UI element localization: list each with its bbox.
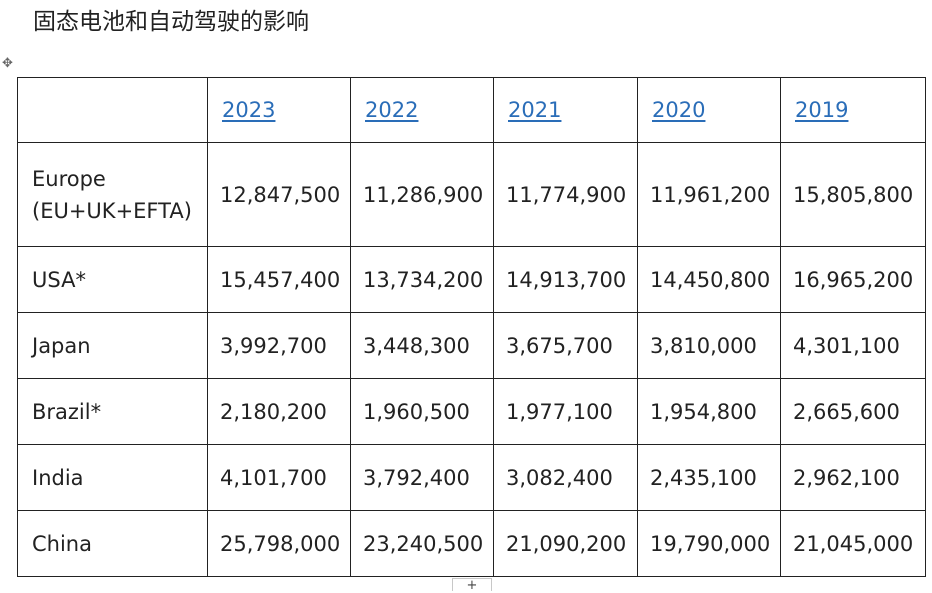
header-cell-empty (17, 77, 208, 143)
table-cell: 3,082,400 (493, 444, 638, 511)
table-cell: 3,792,400 (350, 444, 494, 511)
table-cell: 2,962,100 (780, 444, 926, 511)
table-cell: 21,045,000 (780, 510, 926, 577)
table-row: USA* 15,457,400 13,734,200 14,913,700 14… (17, 246, 926, 313)
table-cell: 12,847,500 (207, 142, 351, 247)
header-cell-2022: 2022 (350, 77, 494, 143)
header-cell-2019: 2019 (780, 77, 926, 143)
table-cell: 1,954,800 (637, 378, 781, 445)
table-cell: 19,790,000 (637, 510, 781, 577)
document-title: 固态电池和自动驾驶的影响 (33, 9, 309, 35)
table-cell: 4,101,700 (207, 444, 351, 511)
table-cell: 3,675,700 (493, 312, 638, 379)
table-cell: 2,665,600 (780, 378, 926, 445)
table-row: Japan 3,992,700 3,448,300 3,675,700 3,81… (17, 312, 926, 379)
table-cell: 11,774,900 (493, 142, 638, 247)
table-cell: 15,457,400 (207, 246, 351, 313)
table-row: Europe (EU+UK+EFTA) 12,847,500 11,286,90… (17, 142, 926, 247)
table-cell: 2,180,200 (207, 378, 351, 445)
year-link-2020[interactable]: 2020 (652, 98, 706, 122)
row-label: India (17, 444, 208, 511)
add-row-plus-icon[interactable]: + (452, 578, 492, 592)
table-cell: 23,240,500 (350, 510, 494, 577)
header-cell-2020: 2020 (637, 77, 781, 143)
table-cell: 11,286,900 (350, 142, 494, 247)
table-cell: 25,798,000 (207, 510, 351, 577)
table-cell: 1,977,100 (493, 378, 638, 445)
table-row: India 4,101,700 3,792,400 3,082,400 2,43… (17, 444, 926, 511)
table-cell: 14,450,800 (637, 246, 781, 313)
header-cell-2023: 2023 (207, 77, 351, 143)
table-cell: 3,448,300 (350, 312, 494, 379)
row-label: Europe (EU+UK+EFTA) (17, 142, 208, 247)
table-row: Brazil* 2,180,200 1,960,500 1,977,100 1,… (17, 378, 926, 445)
row-label: USA* (17, 246, 208, 313)
table-cell: 4,301,100 (780, 312, 926, 379)
year-link-2021[interactable]: 2021 (508, 98, 562, 122)
table-cell: 14,913,700 (493, 246, 638, 313)
row-label: Brazil* (17, 378, 208, 445)
table-header-row: 2023 2022 2021 2020 2019 (17, 77, 926, 143)
table-cell: 16,965,200 (780, 246, 926, 313)
year-link-2019[interactable]: 2019 (795, 98, 849, 122)
table-cell: 3,810,000 (637, 312, 781, 379)
table-cell: 1,960,500 (350, 378, 494, 445)
table-cell: 21,090,200 (493, 510, 638, 577)
table-cell: 11,961,200 (637, 142, 781, 247)
header-cell-2021: 2021 (493, 77, 638, 143)
table-move-handle-icon[interactable]: ✥ (2, 56, 13, 71)
year-link-2022[interactable]: 2022 (365, 98, 419, 122)
row-label: Japan (17, 312, 208, 379)
data-table: 2023 2022 2021 2020 2019 Europe (EU+UK+E… (17, 77, 926, 577)
table-cell: 13,734,200 (350, 246, 494, 313)
year-link-2023[interactable]: 2023 (222, 98, 276, 122)
table-cell: 3,992,700 (207, 312, 351, 379)
row-label: China (17, 510, 208, 577)
table-cell: 15,805,800 (780, 142, 926, 247)
table-cell: 2,435,100 (637, 444, 781, 511)
table-row: China 25,798,000 23,240,500 21,090,200 1… (17, 510, 926, 577)
